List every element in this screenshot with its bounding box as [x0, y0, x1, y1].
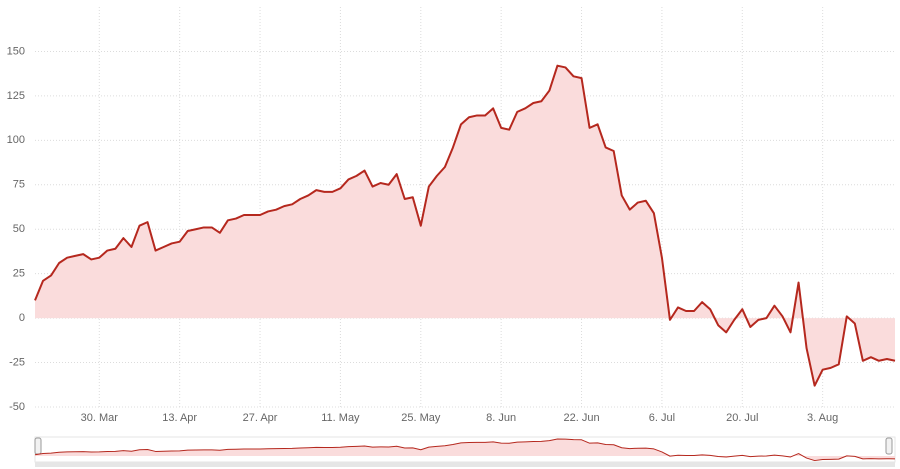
x-tick-label: 13. Apr	[162, 412, 197, 424]
area-fill	[35, 65, 895, 386]
navigator-handle-left[interactable]	[34, 437, 42, 455]
x-tick-label: 22. Jun	[563, 412, 599, 424]
x-tick-label: 27. Apr	[243, 412, 278, 424]
x-tick-label: 8. Jun	[486, 412, 516, 424]
y-tick-label: 0	[19, 312, 25, 324]
y-tick-label: 100	[7, 134, 25, 146]
y-tick-label: 125	[7, 90, 25, 102]
scrollbar[interactable]	[35, 462, 895, 467]
area-line	[34, 438, 896, 462]
area-fill	[35, 438, 895, 461]
x-tick-label: 11. May	[321, 412, 360, 424]
y-tick-label: -25	[9, 356, 25, 368]
plot-area: -50 -25 0 25 50 75 100 125 150 30. Mar 13. Apr 27. …	[7, 7, 896, 462]
x-tick-label: 30. Mar	[81, 412, 119, 424]
navigator-handle-right[interactable]	[885, 437, 893, 455]
y-tick-label: 50	[13, 223, 25, 235]
x-tick-label: 20. Jul	[726, 412, 758, 424]
y-tick-label: -50	[9, 401, 25, 413]
x-tick-label: 6. Jul	[649, 412, 675, 424]
y-tick-label: 75	[13, 179, 25, 191]
x-tick-label: 3. Aug	[807, 412, 838, 424]
area-line	[34, 64, 896, 387]
x-tick-label: 25. May	[401, 412, 441, 424]
y-tick-label: 25	[13, 268, 25, 280]
y-tick-label: 150	[7, 45, 25, 57]
